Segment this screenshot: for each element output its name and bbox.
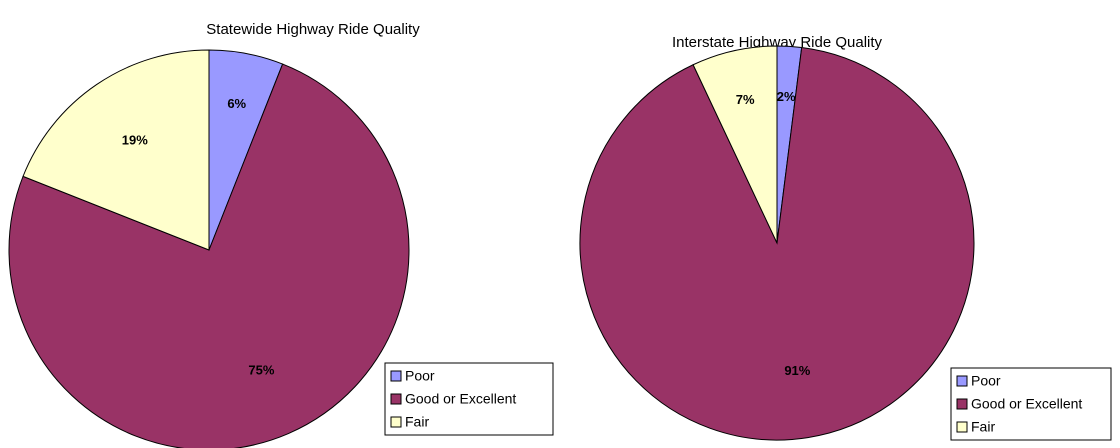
legend-swatch [956,375,968,387]
legend-label: Poor [971,373,1001,389]
chart-title: Interstate Highway Ride Quality [672,34,883,51]
legend-label: Good or Excellent [971,396,1082,412]
legend-box [384,362,554,436]
pie-slice [579,46,975,441]
data-label: 75% [248,363,274,378]
chart-title: Statewide Highway Ride Quality [206,21,420,38]
pie-chart: Interstate Highway Ride Quality 2% 91% 7% Po… [579,34,1112,441]
data-label: 2% [777,89,796,104]
data-label: 6% [227,96,246,111]
legend-label: Poor [405,368,435,384]
legend-swatch [390,416,402,428]
pie-slice [8,63,410,448]
legend: Poor Good or Excellent Fair [384,362,554,436]
data-label: 91% [784,363,810,378]
legend-box [950,367,1112,441]
legend-swatch [390,370,402,382]
legend-label: Fair [405,414,429,430]
legend-swatch [390,393,402,405]
legend-swatch [956,421,968,433]
data-label: 7% [736,92,755,107]
legend-label: Good or Excellent [405,391,516,407]
pie-chart: Statewide Highway Ride Quality 6% 75% 19% Po… [8,21,554,448]
legend-swatch [956,398,968,410]
legend-label: Fair [971,419,995,435]
pie-slice [692,45,778,244]
data-label: 19% [122,132,148,147]
pie-slice [22,49,210,251]
legend: Poor Good or Excellent Fair [950,367,1112,441]
